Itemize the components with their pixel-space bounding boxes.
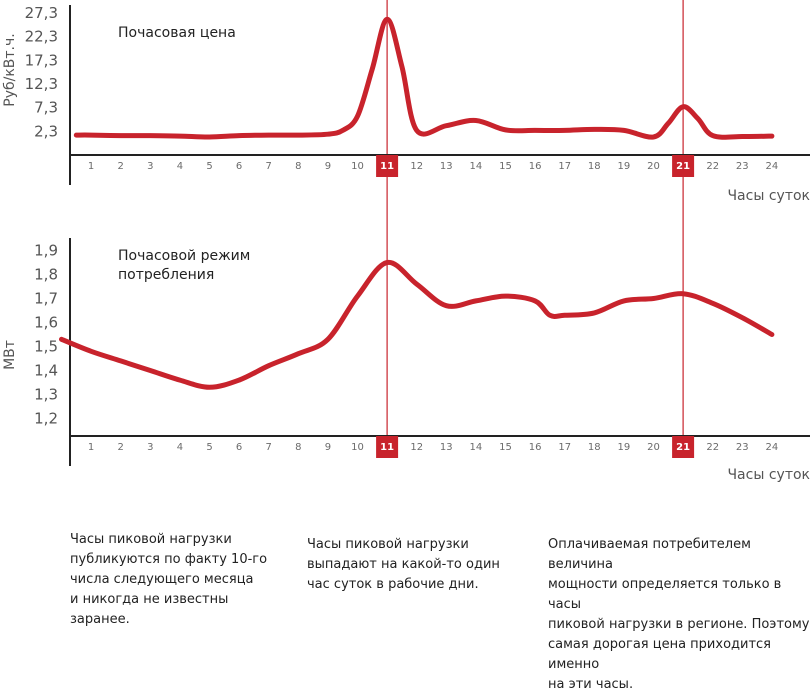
peak-hour-box-11 [376,155,399,177]
x-tick-label: 16 [529,442,542,453]
x-tick-label: 7 [266,161,272,172]
x-tick-label: 23 [736,442,749,453]
x-tick-label: 23 [736,161,749,172]
x-tick-label: 5 [206,161,212,172]
chart-canvas: Почасовая ценаРуб/кВт.ч.27,322,317,312,3… [2,0,810,483]
y-tick-label: 1,8 [34,265,58,283]
x-tick-label: 14 [470,161,483,172]
x-tick-label: 11 [380,442,394,453]
y-axis-label-power: МВт [2,340,18,370]
x-tick-label: 1 [88,161,94,172]
x-axis-title-power: Часы суток [727,467,810,483]
x-tick-label: 13 [440,161,453,172]
note-peak-hours: Часы пиковой нагрузки выпадают на какой-… [307,537,500,592]
y-tick-label: 27,3 [25,4,58,22]
x-tick-label: 8 [295,442,301,453]
x-tick-label: 24 [766,442,779,453]
x-tick-label: 6 [236,442,242,453]
series-line-power [59,259,775,390]
chart-title-price: Почасовая цена [118,25,236,41]
y-axis-label-price: Руб/кВт.ч. [2,33,18,106]
y-tick-label: 17,3 [25,51,58,69]
x-tick-label: 18 [588,161,601,172]
x-axis-title-price: Часы суток [727,188,810,204]
y-tick-label: 1,5 [34,337,58,355]
x-tick-label: 2 [118,161,124,172]
x-tick-label: 19 [618,442,631,453]
peak-hour-box-11 [376,436,399,458]
y-tick-label: 1,3 [34,385,58,403]
x-tick-label: 17 [558,442,571,453]
x-tick-label: 20 [647,161,660,172]
y-tick-label: 7,3 [34,99,58,117]
x-tick-label: 24 [766,161,779,172]
x-tick-label: 7 [266,442,272,453]
x-tick-label: 11 [380,161,394,172]
peak-hour-box-21 [672,155,695,177]
y-tick-label: 2,3 [34,122,58,140]
x-tick-label: 18 [588,442,601,453]
x-tick-label: 22 [706,161,719,172]
y-tick-label: 1,2 [34,409,58,427]
y-tick-label: 12,3 [25,75,58,93]
y-tick-label: 1,7 [34,289,58,307]
x-tick-label: 15 [499,161,512,172]
x-tick-label: 20 [647,442,660,453]
y-tick-label: 1,4 [34,361,58,379]
x-tick-label: 5 [206,442,212,453]
x-tick-label: 4 [177,161,183,172]
x-tick-label: 6 [236,161,242,172]
x-tick-label: 10 [351,442,364,453]
x-tick-label: 16 [529,161,542,172]
chart-title-power: Почасовой режим потребления [118,248,250,283]
x-tick-label: 19 [618,161,631,172]
series-line-price [73,16,775,140]
x-tick-label: 14 [470,442,483,453]
x-tick-label: 13 [440,442,453,453]
x-tick-label: 15 [499,442,512,453]
x-tick-label: 8 [295,161,301,172]
x-tick-label: 21 [676,161,690,172]
x-tick-label: 4 [177,442,183,453]
y-tick-label: 1,9 [34,241,58,259]
x-tick-label: 2 [118,442,124,453]
x-tick-label: 3 [147,442,153,453]
x-tick-label: 17 [558,161,571,172]
x-tick-label: 12 [410,161,423,172]
peak-hour-box-21 [672,436,695,458]
x-tick-label: 9 [325,161,331,172]
x-tick-label: 22 [706,442,719,453]
x-tick-label: 10 [351,161,364,172]
y-tick-label: 22,3 [25,28,58,46]
x-tick-label: 21 [676,442,690,453]
x-tick-label: 1 [88,442,94,453]
note-payment-explanation: Оплачиваемая потребителем величина мощно… [548,537,810,692]
x-tick-label: 12 [410,442,423,453]
y-tick-label: 1,6 [34,313,58,331]
x-tick-label: 9 [325,442,331,453]
note-peak-publication: Часы пиковой нагрузки публикуются по фак… [70,532,268,627]
x-tick-label: 3 [147,161,153,172]
